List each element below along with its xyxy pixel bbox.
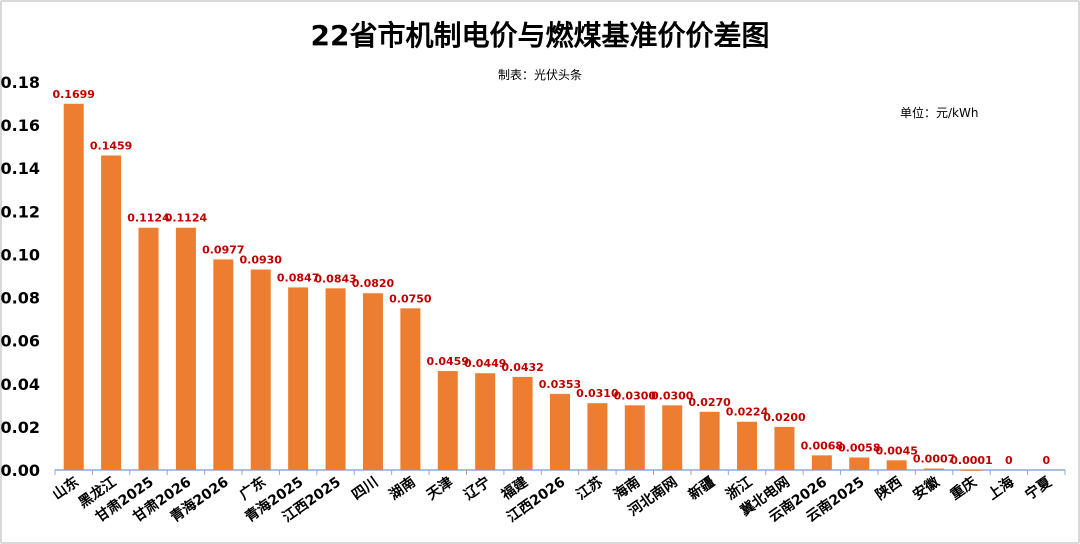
data-label: 0.1459 [90, 140, 132, 153]
bar [550, 393, 570, 470]
bar [662, 405, 683, 470]
bar [699, 411, 720, 470]
bar [175, 227, 196, 470]
data-label: 0.0459 [427, 355, 469, 368]
bar [849, 457, 870, 470]
data-label: 0.0977 [202, 243, 244, 256]
data-label: 0.0045 [875, 444, 917, 457]
data-label: 0.1124 [127, 212, 170, 225]
data-label: 0.0843 [314, 272, 356, 285]
bar [250, 269, 271, 470]
chart-subtitle: 制表：光伏头条 [497, 68, 582, 82]
data-label: 0.0068 [801, 439, 843, 452]
data-label: 0.0310 [576, 387, 619, 400]
bar [886, 460, 907, 470]
data-label: 0.0300 [614, 389, 657, 402]
x-tick-label: 新疆 [685, 473, 718, 503]
bar [437, 371, 458, 470]
data-label: 0.0353 [539, 378, 581, 391]
data-label: 0.0270 [688, 396, 731, 409]
bar [101, 155, 122, 470]
x-tick-label: 四川 [349, 474, 381, 503]
bar [624, 405, 645, 470]
y-tick-label: 0.06 [1, 332, 40, 351]
bar [138, 227, 159, 470]
x-tick-label: 湖南 [386, 473, 419, 503]
x-tick-label: 江苏 [573, 473, 606, 503]
bar [288, 287, 309, 470]
data-label: 0 [1005, 454, 1013, 467]
bar [213, 259, 234, 470]
bar [362, 293, 383, 470]
data-label: 0.0001 [950, 454, 992, 467]
data-label: 0.0847 [277, 271, 319, 284]
x-tick-label: 天津 [423, 473, 456, 503]
bar [512, 376, 533, 470]
x-tick-label: 安徽 [910, 473, 944, 504]
bar [774, 426, 795, 470]
data-label: 0.0300 [651, 389, 694, 402]
bar [63, 103, 84, 470]
y-tick-label: 0.08 [1, 289, 40, 308]
data-label: 0.0449 [464, 357, 506, 370]
bar [325, 288, 346, 470]
bar [400, 308, 421, 470]
y-tick-label: 0.18 [1, 73, 40, 92]
unit-label: 单位：元/kWh [900, 106, 979, 120]
y-tick-label: 0.00 [1, 461, 40, 480]
x-tick-label: 辽宁 [461, 473, 494, 503]
data-label: 0.0200 [763, 411, 806, 424]
x-tick-label: 上海 [984, 473, 1017, 503]
bar [737, 421, 758, 470]
bar [924, 468, 945, 470]
y-tick-label: 0.16 [1, 116, 40, 135]
data-label: 0.0007 [913, 452, 955, 465]
data-label: 0.0224 [726, 406, 769, 419]
data-label: 0.1124 [165, 212, 208, 225]
data-label: 0.0058 [838, 441, 880, 454]
data-label: 0.0820 [352, 277, 395, 290]
data-label: 0.1699 [52, 88, 94, 101]
data-label: 0.0930 [240, 254, 283, 267]
y-tick-label: 0.02 [1, 418, 40, 437]
y-tick-label: 0.10 [1, 245, 40, 264]
chart-title: 22省市机制电价与燃煤基准价价差图 [310, 19, 770, 52]
x-tick-label: 重庆 [947, 473, 980, 503]
data-label: 0.0432 [501, 361, 543, 374]
bar [961, 469, 982, 471]
data-label: 0.0750 [389, 292, 432, 305]
bar [811, 455, 832, 470]
x-tick-label: 陕西 [872, 473, 905, 503]
bar [475, 373, 496, 470]
x-tick-label: 宁夏 [1022, 473, 1056, 504]
bar [587, 403, 608, 470]
y-tick-label: 0.12 [1, 202, 40, 221]
y-tick-label: 0.04 [1, 375, 40, 394]
data-label: 0 [1042, 454, 1050, 467]
y-tick-label: 0.14 [1, 159, 40, 178]
